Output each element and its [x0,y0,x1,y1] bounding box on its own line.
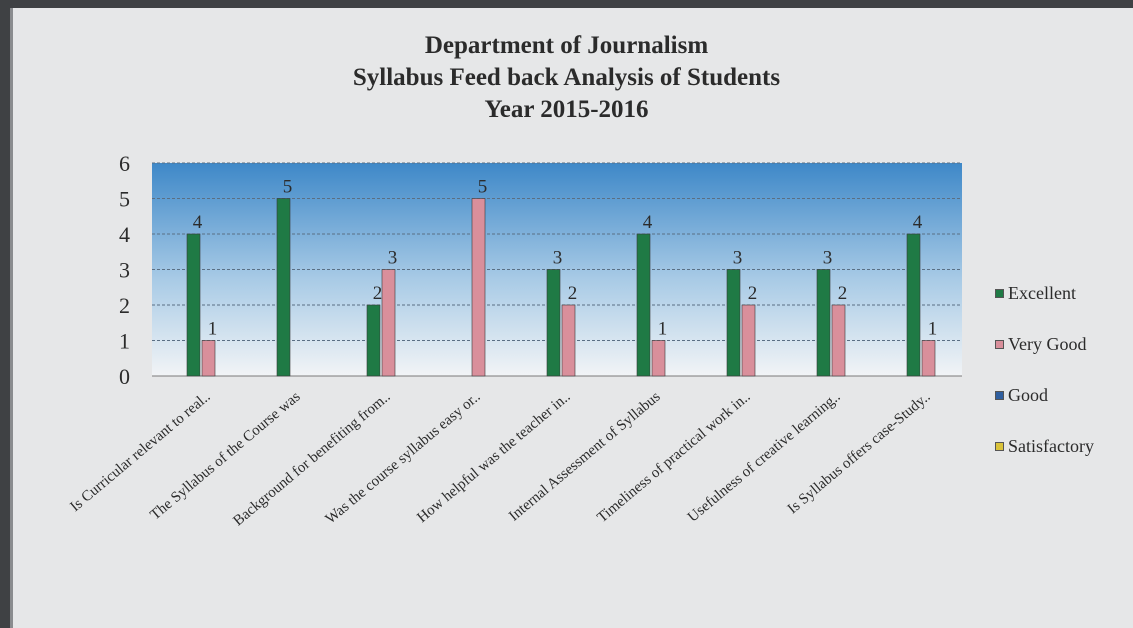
x-tick-label: Internal Assessment of Syllabus [506,389,664,525]
legend-item-satisfactory: Satisfactory [995,421,1094,472]
bar-excellent [546,269,561,377]
data-label: 4 [913,212,923,233]
legend-item-good: Good [995,370,1094,421]
data-label: 3 [553,248,563,269]
y-tick-label: 1 [119,329,130,354]
bar-excellent [726,269,741,377]
x-tick-label: How helpful was the teacher in.. [414,389,573,526]
title-line-1: Department of Journalism [424,32,709,59]
data-label: 3 [733,248,743,269]
data-label: 1 [658,319,668,340]
bar-very-good [381,269,396,377]
data-label: 5 [478,177,488,198]
legend: Excellent Very Good Good Satisfactory [995,268,1094,472]
bar-very-good [921,340,936,377]
data-label: 2 [373,283,383,304]
data-label: 1 [208,319,218,340]
x-tick-label: Is Curricular relevant to real.. [67,389,213,515]
bar-excellent [906,233,921,377]
bar-very-good [741,304,756,377]
y-tick-label: 2 [119,293,130,318]
bar-excellent [366,304,381,377]
y-tick-label: 5 [119,187,130,212]
bar-very-good [201,340,216,377]
bar-very-good [831,304,846,377]
x-tick-label: Is Syllabus offers case-Study.. [785,389,934,517]
legend-swatch-satisfactory [995,442,1004,451]
y-tick-label: 4 [119,222,130,247]
legend-label-excellent: Excellent [1008,283,1076,303]
chart-title: Department of Journalism Syllabus Feed b… [0,30,1133,126]
y-tick-label: 0 [119,364,130,389]
x-tick-label: Usefulness of creative learning.. [685,389,844,526]
bar-excellent [186,233,201,377]
legend-label-very-good: Very Good [1008,334,1087,354]
data-label: 2 [838,283,848,304]
data-label: 5 [283,177,293,198]
legend-swatch-excellent [995,289,1004,298]
title-line-3: Year 2015-2016 [484,96,649,123]
legend-swatch-very-good [995,340,1004,349]
bar-excellent [636,233,651,377]
bar-very-good [471,198,486,377]
legend-item-excellent: Excellent [995,268,1094,319]
title-line-2: Syllabus Feed back Analysis of Students [352,64,781,91]
y-tick-label: 6 [119,151,130,176]
legend-label-satisfactory: Satisfactory [1008,436,1094,456]
legend-swatch-good [995,391,1004,400]
x-tick-label: Background for benefiting from.. [230,389,393,530]
data-label: 2 [568,283,578,304]
data-label: 1 [928,319,938,340]
bar-excellent [816,269,831,377]
x-tick-label: Was the course syllabus easy or.. [323,389,484,528]
data-label: 2 [748,283,758,304]
data-label: 3 [388,248,398,269]
bar-excellent [276,198,291,377]
legend-label-good: Good [1008,385,1048,405]
legend-item-very-good: Very Good [995,319,1094,370]
bar-very-good [561,304,576,377]
bar-very-good [651,340,666,377]
data-label: 3 [823,248,833,269]
x-tick-label: The Syllabus of the Course was [147,389,303,524]
data-label: 4 [193,212,203,233]
x-tick-label: Timeliness of practical work in.. [594,389,753,526]
data-label: 4 [643,212,653,233]
y-tick-label: 3 [119,258,130,283]
